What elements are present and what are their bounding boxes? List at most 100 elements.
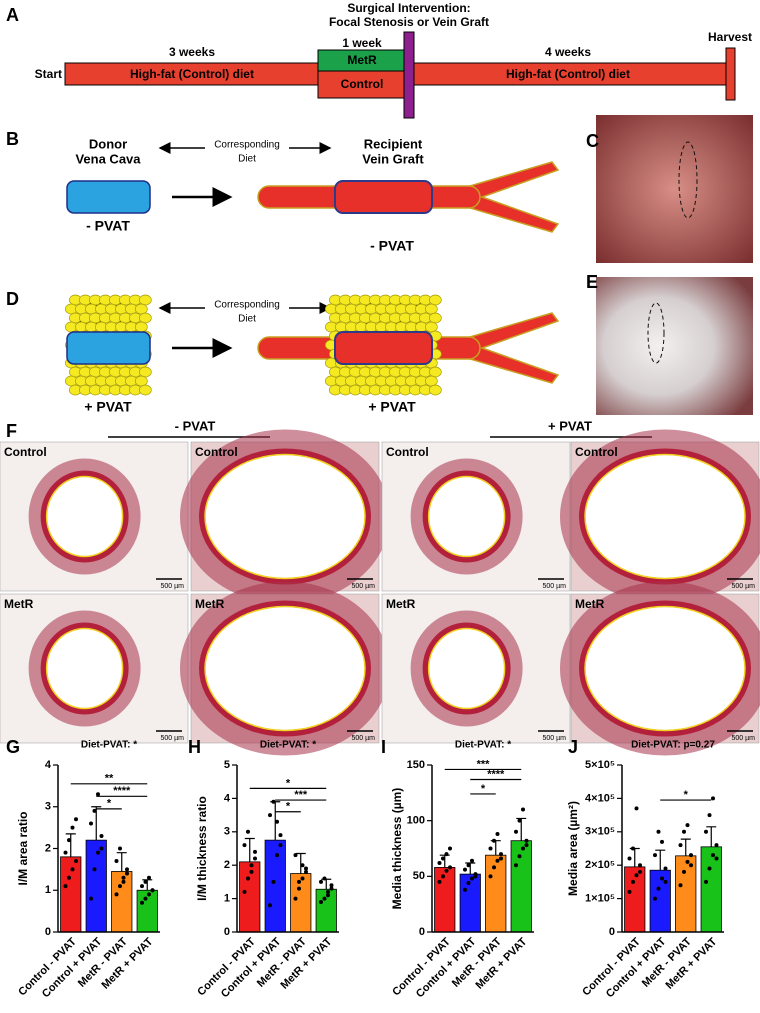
data-point	[682, 869, 686, 874]
panel-letter: F	[6, 421, 17, 441]
panel-letter: B	[6, 129, 19, 149]
tile-label: Control	[4, 445, 47, 459]
bar	[510, 840, 532, 933]
data-point	[517, 818, 522, 823]
data-point	[473, 874, 478, 879]
data-point	[437, 860, 442, 865]
lumen	[427, 627, 506, 710]
data-point	[678, 883, 683, 888]
data-point	[67, 875, 71, 880]
surgery-bar	[403, 31, 415, 119]
bar	[136, 889, 158, 933]
data-point	[114, 859, 119, 864]
data-point	[74, 859, 78, 864]
bar	[624, 866, 646, 933]
data-point	[89, 821, 93, 826]
data-point	[143, 879, 148, 884]
data-point	[125, 867, 129, 872]
significance-label: *	[481, 783, 486, 795]
y-tick-label: 0	[45, 926, 51, 938]
data-point	[253, 856, 257, 861]
fat-cell	[134, 303, 148, 315]
data-point	[653, 853, 657, 858]
data-point	[656, 886, 661, 891]
data-point	[495, 858, 500, 863]
data-point	[514, 829, 518, 834]
error-bar	[295, 852, 306, 874]
start-label: Start	[35, 67, 62, 81]
panel-letter: A	[6, 5, 19, 25]
vena-cava	[66, 180, 151, 214]
arrow-cover	[205, 298, 289, 326]
bar	[85, 839, 107, 933]
panel-letter: I	[381, 737, 386, 757]
data-point	[627, 889, 632, 894]
data-point	[499, 856, 503, 861]
data-point	[246, 829, 250, 834]
data-point	[488, 846, 493, 851]
data-point	[67, 838, 71, 843]
data-point	[329, 883, 334, 888]
data-point	[631, 846, 635, 851]
error-bar	[244, 837, 255, 862]
error-bar	[680, 838, 691, 856]
data-point	[524, 838, 529, 843]
diet-label: Diet	[238, 314, 256, 325]
data-point	[660, 876, 664, 881]
graft-section	[334, 180, 433, 214]
data-point	[492, 838, 496, 843]
fat-cell	[424, 321, 438, 333]
data-point	[524, 843, 529, 848]
chart-title: Diet-PVAT: p=0.27	[631, 740, 715, 751]
data-point	[140, 884, 144, 889]
bar	[111, 871, 133, 933]
panel-letter: D	[6, 289, 19, 309]
data-point	[521, 807, 525, 812]
fat-cell	[138, 294, 152, 306]
y-axis-label: I/M area ratio	[16, 811, 30, 885]
data-point	[271, 879, 276, 884]
data-point	[685, 859, 690, 864]
diet-label: Diet	[238, 154, 256, 165]
diet-label: High-fat (Control) diet	[506, 67, 630, 81]
data-point	[689, 853, 693, 858]
data-point	[92, 808, 97, 813]
scale-label: 500 µm	[732, 735, 756, 742]
y-tick-label: 3	[224, 826, 230, 838]
data-point	[253, 849, 257, 854]
group-label: + PVAT	[548, 418, 592, 433]
data-point	[682, 829, 686, 834]
data-point	[441, 874, 445, 879]
lumen	[45, 627, 124, 710]
data-point	[278, 833, 283, 838]
lumen	[45, 475, 124, 558]
data-point	[714, 843, 719, 848]
data-point	[514, 863, 518, 868]
panel-letter: C	[586, 131, 599, 151]
recipient-label: Vein Graft	[362, 151, 424, 166]
significance-label: ****	[113, 785, 131, 797]
data-point	[293, 896, 298, 901]
diet-label: Corresponding	[214, 300, 280, 311]
data-point	[634, 806, 639, 811]
graft-branch	[469, 312, 560, 384]
y-tick-label: 50	[413, 870, 425, 882]
photo-outline	[647, 302, 665, 364]
error-bar	[91, 806, 102, 841]
data-point	[96, 792, 100, 797]
data-point	[125, 871, 129, 876]
data-point	[711, 853, 715, 858]
y-tick-label: 150	[407, 759, 425, 771]
scale-label: 500 µm	[352, 583, 376, 590]
y-tick-label: 4×10⁵	[585, 792, 615, 804]
fat-cell	[138, 384, 152, 396]
data-point	[521, 846, 525, 851]
data-point	[463, 867, 467, 872]
y-tick-label: 100	[407, 815, 425, 827]
data-point	[293, 853, 298, 858]
data-point	[319, 879, 323, 884]
y-tick-label: 0	[609, 926, 615, 938]
fat-cell	[138, 312, 152, 324]
data-point	[96, 850, 100, 855]
